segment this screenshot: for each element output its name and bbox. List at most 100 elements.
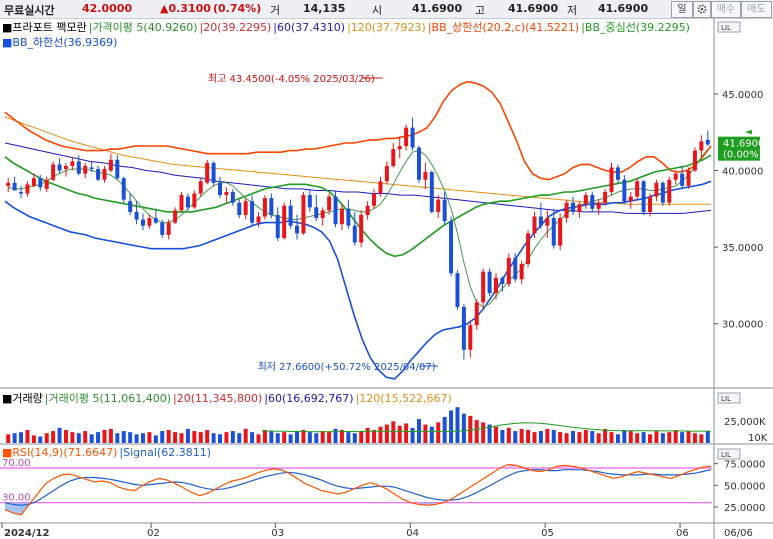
candle-body (70, 161, 75, 166)
buy-button[interactable]: 매수 (711, 1, 741, 18)
settings-button[interactable] (693, 1, 711, 18)
volume-legend-item[interactable]: |20(11,345,800) (173, 392, 263, 405)
candle-body (635, 181, 640, 197)
volume-bar (583, 429, 588, 443)
volume-bar (108, 428, 113, 443)
candle-body (31, 178, 36, 186)
volume-bar (57, 427, 62, 443)
rsi-legend: ■RSI(14,9)(71.6647) |Signal(62.3811) (2, 446, 213, 459)
volume-bar (102, 429, 107, 443)
volume-bar (615, 434, 620, 443)
sell-button[interactable]: 매도 (741, 1, 772, 18)
volume-bar (179, 433, 184, 443)
candle-body (153, 218, 158, 223)
volume-legend-item[interactable]: |120(15,522,667) (355, 392, 452, 405)
candle-body (38, 178, 43, 188)
realtime-mode-label[interactable]: 무료실시간 (4, 4, 55, 17)
candle-body (339, 208, 344, 225)
volume-bar (429, 426, 434, 443)
volume-bar (603, 428, 608, 443)
bb-middle-line (4, 154, 712, 258)
x-axis-date-label: 06/06 (724, 528, 753, 539)
candle-body (468, 325, 473, 350)
volume-bar (6, 434, 11, 443)
volume-bar (494, 426, 498, 443)
candle-body (359, 214, 364, 243)
candle-body (686, 170, 691, 186)
price-legend-item[interactable]: |BB_상한선(20.2,c)(41.5221) (427, 21, 580, 34)
volume-bar (474, 420, 479, 443)
volume-bar (76, 433, 81, 443)
volume-bar (558, 432, 563, 443)
price-legend-item[interactable]: ■BB_하한선(36.9369) (2, 36, 118, 49)
candle-body (513, 257, 518, 280)
candle-body (474, 302, 479, 326)
candle-body (384, 165, 389, 182)
volume-bar (519, 428, 524, 443)
candle-body (89, 167, 94, 170)
candle-body (680, 173, 685, 186)
candle-body (121, 178, 126, 200)
volume-bar (346, 432, 351, 443)
volume-bar (96, 432, 101, 443)
candle-body (545, 218, 550, 226)
volume-bar (468, 415, 473, 443)
volume-bar (44, 433, 49, 443)
volume-bar (359, 431, 364, 443)
rsi-legend-item[interactable]: ■RSI(14,9)(71.6647) (2, 446, 118, 459)
price-legend-item[interactable]: ■프라포트 팩모란 (2, 21, 87, 34)
panel-control-box (717, 392, 741, 404)
high-annotation: 최고 43.4500(-4.05% 2025/03/26) (208, 73, 375, 85)
candle-body (654, 182, 659, 197)
period-day-button[interactable]: 일 (671, 1, 693, 18)
price-legend-item[interactable]: |60(37.4310) (273, 21, 346, 34)
candle-body (134, 211, 139, 220)
candle-body (500, 277, 505, 284)
candle-body (211, 162, 216, 183)
candle-body (44, 179, 49, 189)
rsi-tick-label: 75.0000 (724, 460, 765, 471)
volume-bar (147, 432, 152, 443)
candle-body (699, 141, 704, 151)
volume-bar (275, 433, 280, 443)
rsi-tick-label: 50.0000 (724, 481, 765, 492)
volume-bar (692, 433, 697, 443)
price-legend-item[interactable]: |BB_중심선(39.2295) (581, 21, 690, 34)
candle-body (628, 196, 633, 202)
signal-line (4, 469, 712, 506)
volume-legend-item[interactable]: ■거래량 (2, 392, 43, 405)
volume-bar (160, 431, 165, 443)
candle-body (57, 164, 62, 171)
volume-bar (211, 433, 216, 443)
price-legend-item[interactable]: |가격이평 5(40.9260) (88, 21, 198, 34)
candle-body (230, 191, 235, 203)
volume-bar (301, 429, 306, 443)
candle-body (449, 221, 454, 274)
rsi-legend-item[interactable]: |Signal(62.3811) (119, 446, 211, 459)
volume-bar (622, 429, 627, 443)
volume-legend-item[interactable]: |60(16,692,767) (264, 392, 354, 405)
volume-bar (262, 429, 267, 443)
candle-body (506, 257, 511, 284)
volume-bar (680, 432, 685, 443)
price-legend-item[interactable]: |20(39.2295) (199, 21, 272, 34)
price-change-percent: (0.74%) (213, 2, 262, 15)
volume-ma-line (261, 422, 711, 433)
candle-body (378, 181, 383, 194)
volume-bar (365, 427, 370, 443)
candle-body (173, 210, 178, 223)
volume-bar (153, 435, 158, 443)
candle-body (622, 179, 627, 202)
volume-bar (38, 436, 43, 443)
volume-bar (571, 431, 575, 443)
price-legend-item[interactable]: |120(37.7923) (347, 21, 426, 34)
candle-body (320, 210, 325, 219)
volume-legend-item[interactable]: |거래이평 5(11,061,400) (44, 392, 172, 405)
volume-bar (282, 432, 287, 443)
current-price-tag (718, 136, 760, 161)
volume-bar (250, 432, 255, 443)
candle-body (141, 219, 145, 226)
volume-bar (423, 424, 428, 443)
